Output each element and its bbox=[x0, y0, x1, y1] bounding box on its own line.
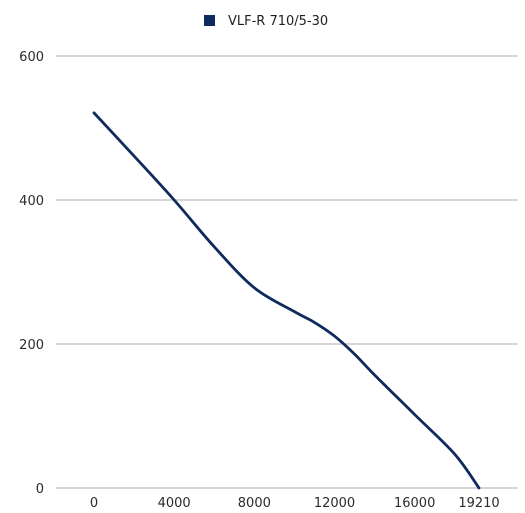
legend-swatch bbox=[204, 15, 215, 26]
x-tick-label-2: 8000 bbox=[238, 496, 271, 511]
y-tick-label-2: 400 bbox=[19, 194, 44, 209]
x-tick-label-1: 4000 bbox=[158, 496, 191, 511]
grid-lines bbox=[56, 55, 518, 489]
x-tick-label-3: 12000 bbox=[314, 496, 355, 511]
legend-label: VLF-R 710/5-30 bbox=[228, 14, 328, 29]
y-tick-label-0: 0 bbox=[36, 482, 44, 497]
y-tick-label-3: 600 bbox=[19, 50, 44, 65]
x-tick-label-0: 0 bbox=[90, 496, 98, 511]
series-line bbox=[92, 111, 481, 490]
x-tick-label-5: 19210 bbox=[458, 496, 499, 511]
axis-tick-labels: 0 200 400 600 0 4000 8000 12000 16000 19210 bbox=[19, 50, 500, 511]
x-tick-label-4: 16000 bbox=[394, 496, 435, 511]
y-tick-label-1: 200 bbox=[19, 338, 44, 353]
chart-legend: VLF-R 710/5-30 bbox=[204, 14, 328, 29]
series-points bbox=[94, 113, 479, 488]
